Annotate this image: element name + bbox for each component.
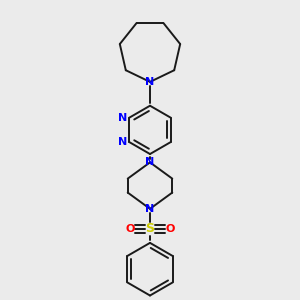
Text: O: O xyxy=(165,224,175,234)
Text: N: N xyxy=(146,77,154,87)
Text: O: O xyxy=(125,224,135,234)
Text: N: N xyxy=(146,204,154,214)
Text: N: N xyxy=(146,158,154,167)
Text: N: N xyxy=(118,113,128,123)
Text: S: S xyxy=(146,222,154,236)
Text: N: N xyxy=(118,137,128,147)
